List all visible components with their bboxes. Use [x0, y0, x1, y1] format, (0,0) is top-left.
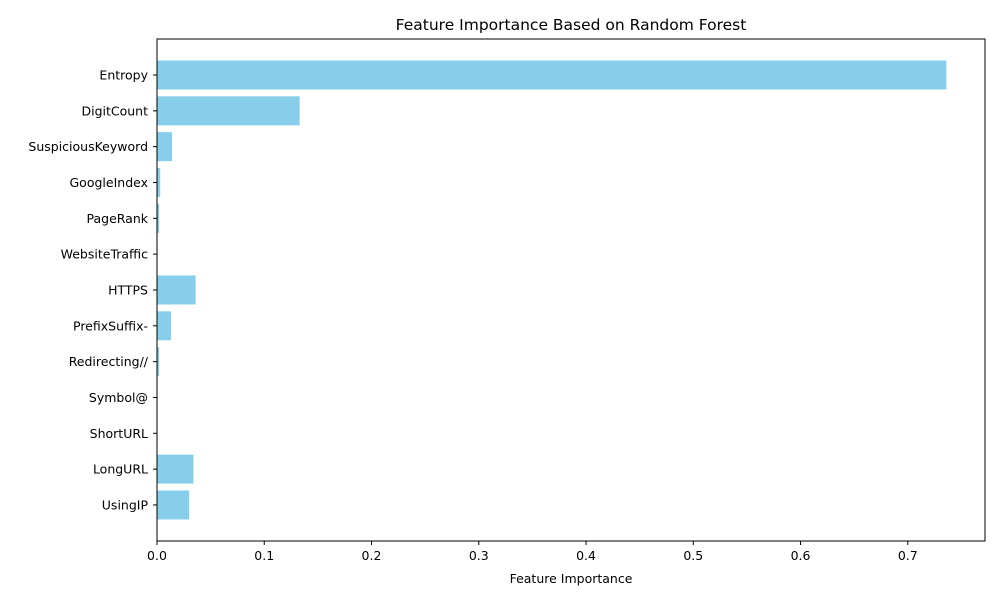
y-axis: Entropy DigitCount SuspiciousKeyword Google… [28, 68, 157, 512]
bar-digitcount [157, 96, 300, 126]
y-tick-label: UsingIP [102, 497, 149, 512]
x-axis-label: Feature Importance [510, 571, 633, 586]
y-tick-label: DigitCount [81, 103, 148, 118]
y-tick-label: Symbol@ [89, 390, 148, 405]
x-tick-label: 0.4 [576, 548, 596, 563]
bar-pagerank [157, 203, 160, 233]
y-tick-label: LongURL [93, 462, 148, 477]
bar-prefixsuffix- [157, 311, 171, 341]
bar-redirecting- [157, 347, 160, 377]
chart-title: Feature Importance Based on Random Fores… [396, 16, 747, 34]
bar-googleindex [157, 167, 161, 197]
bar-https [157, 275, 196, 305]
x-tick-label: 0.5 [683, 548, 703, 563]
bar-entropy [157, 60, 947, 90]
y-tick-label: HTTPS [108, 282, 148, 297]
bar-usingip [157, 490, 190, 520]
x-tick-label: 0.0 [147, 548, 167, 563]
x-tick-label: 0.7 [898, 548, 918, 563]
y-tick-label: SuspiciousKeyword [28, 139, 148, 154]
y-tick-label: ShortURL [90, 426, 148, 441]
plot-frame [156, 38, 986, 542]
x-tick-label: 0.3 [469, 548, 489, 563]
y-tick-label: PrefixSuffix- [73, 318, 148, 333]
y-tick-label: Redirecting// [69, 354, 149, 369]
x-tick-label: 0.1 [254, 548, 274, 563]
y-tick-label: Entropy [99, 68, 148, 83]
y-tick-label: GoogleIndex [70, 175, 149, 190]
bar-longurl [157, 454, 194, 484]
bars-group [157, 60, 947, 520]
y-tick-label: PageRank [87, 211, 149, 226]
x-axis: 0.0 0.1 0.2 0.3 0.4 0.5 0.6 0.7 [147, 541, 918, 563]
x-tick-label: 0.6 [791, 548, 811, 563]
x-tick-label: 0.2 [362, 548, 382, 563]
y-tick-label: WebsiteTraffic [61, 247, 149, 262]
bar-suspiciouskeyword [157, 132, 173, 162]
